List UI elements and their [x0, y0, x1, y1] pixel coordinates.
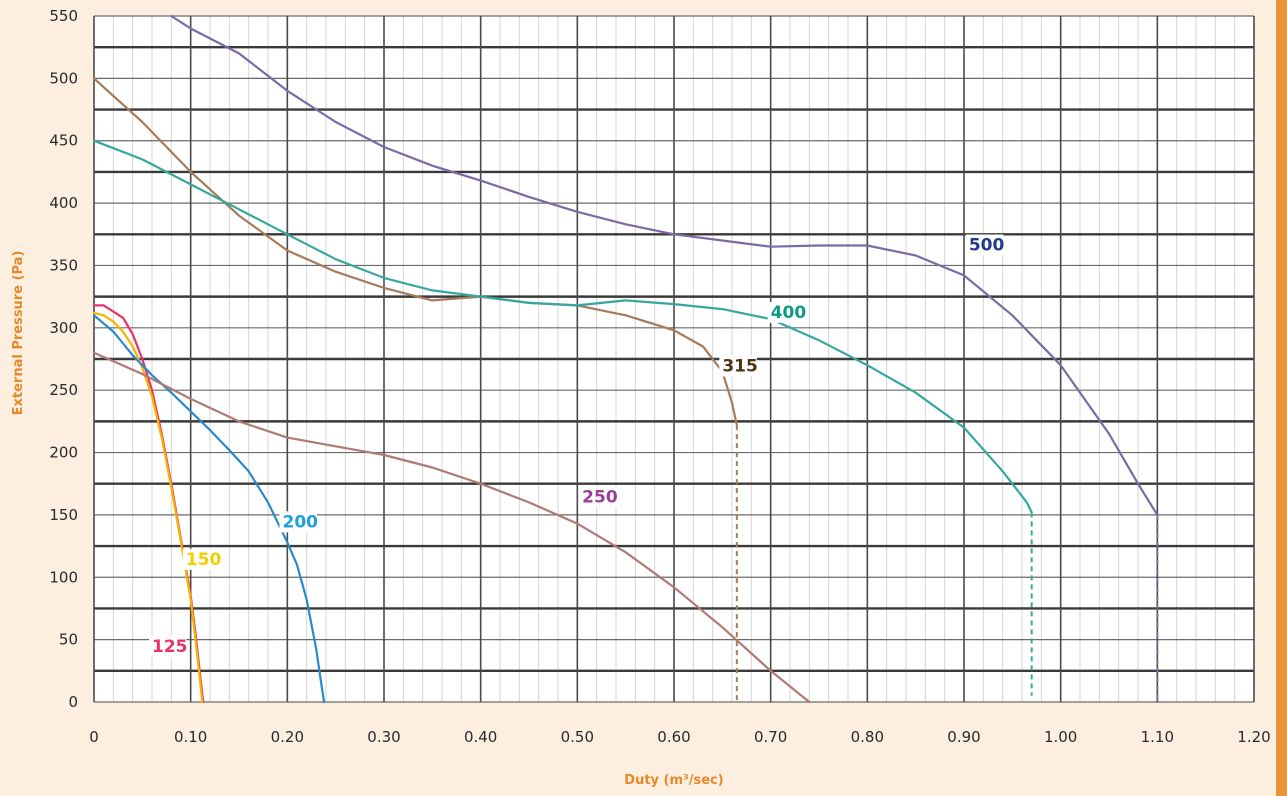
y-tick-label: 250	[49, 381, 78, 399]
series-label-500: 500	[969, 235, 1005, 255]
series-label-400: 400	[771, 303, 807, 323]
y-tick-labels: 0 50 100 150 200 250 300 350 400 450 500 550	[49, 7, 78, 711]
x-tick-label: 0.80	[851, 728, 884, 746]
x-tick-label: 0.20	[271, 728, 304, 746]
series-label-bg-500	[965, 234, 1004, 256]
y-tick-label: 500	[49, 69, 78, 87]
series-label-150: 150	[186, 550, 222, 570]
y-tick-label: 200	[49, 444, 78, 462]
y-tick-label: 350	[49, 256, 78, 274]
x-tick-label: 0.90	[947, 728, 980, 746]
series-line-400	[92, 139, 1033, 514]
series-labels: 125 150 200 250 315 400 500	[149, 234, 1005, 658]
series-label-125: 125	[152, 637, 188, 657]
series-label-bg-150	[182, 548, 221, 570]
x-tick-label: 0.30	[367, 728, 400, 746]
series-label-200: 200	[283, 512, 319, 532]
series-label-250: 250	[582, 487, 618, 507]
x-tick-label: 1.00	[1044, 728, 1077, 746]
y-tick-label: 50	[59, 631, 78, 649]
series-layer	[92, 14, 1159, 704]
y-axis-title: External Pressure (Pa)	[11, 251, 26, 416]
series-line-250	[92, 351, 811, 704]
series-label-bg-315	[719, 355, 757, 377]
x-tick-label: 0.10	[174, 728, 207, 746]
x-tick-label: 0.70	[754, 728, 787, 746]
y-tick-label: 0	[68, 693, 78, 711]
series-label-bg-250	[579, 486, 617, 508]
right-edge-band	[1276, 0, 1287, 796]
x-tick-label: 0.60	[657, 728, 690, 746]
x-tick-label: 1.20	[1237, 728, 1270, 746]
x-tick-label: 0	[89, 728, 99, 746]
series-line-200	[92, 314, 326, 704]
series-line-150	[92, 311, 204, 704]
series-label-bg-400	[767, 301, 806, 323]
series-line-500	[170, 14, 1159, 517]
series-label-bg-125	[149, 636, 187, 658]
y-tick-label: 100	[49, 568, 78, 586]
x-tick-labels: 0 0.10 0.20 0.30 0.40 0.50 0.60 0.70 0.80 0.90 1.0…	[89, 728, 1270, 746]
x-tick-label: 0.50	[561, 728, 594, 746]
x-axis-title: Duty (m³/sec)	[624, 773, 723, 788]
x-tick-label: 0.40	[464, 728, 497, 746]
y-tick-label: 550	[49, 7, 78, 25]
dashed-drop-layer	[735, 425, 1159, 702]
x-tick-label: 1.10	[1141, 728, 1174, 746]
series-label-315: 315	[722, 356, 758, 376]
y-tick-label: 450	[49, 132, 78, 150]
y-tick-label: 400	[49, 194, 78, 212]
y-tick-label: 300	[49, 319, 78, 337]
series-label-bg-200	[279, 511, 317, 533]
y-tick-label: 150	[49, 506, 78, 524]
